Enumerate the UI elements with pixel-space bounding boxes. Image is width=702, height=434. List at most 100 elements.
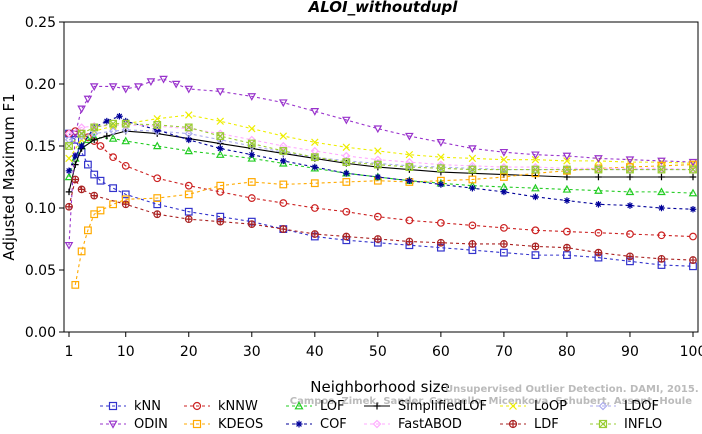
data-point-odin	[562, 152, 572, 161]
series-line-ldof	[68, 129, 693, 171]
data-point-kdeos	[184, 190, 193, 199]
series-line-knn	[68, 133, 694, 267]
series-ldf	[65, 175, 697, 264]
data-point-kdeos	[71, 280, 80, 289]
legend-item-loop: LoOP	[500, 399, 567, 414]
data-point-lof	[108, 134, 118, 142]
data-point-cof	[65, 167, 73, 175]
data-point-kdeos	[84, 226, 92, 235]
data-point-inflo	[689, 165, 697, 174]
data-point-knn	[109, 184, 118, 193]
data-point-inflo	[247, 139, 256, 148]
data-point-fastabod	[64, 129, 74, 138]
data-point-ldf-cross	[563, 244, 571, 251]
data-point-knnw	[109, 153, 118, 162]
data-point-knnw	[657, 231, 666, 240]
legend-label-odin: ODIN	[134, 417, 168, 432]
data-point-loop	[153, 114, 161, 123]
data-point-inflo-cross	[185, 123, 193, 132]
data-point-knnw	[153, 174, 162, 183]
data-point-inflo-cross	[77, 129, 86, 138]
data-point-odin	[83, 95, 93, 104]
chart-title: ALOI_withoutdupl	[308, 0, 459, 16]
x-tick-label: 40	[306, 344, 324, 360]
data-point-knnw	[468, 221, 477, 230]
data-point-loop	[405, 150, 414, 159]
x-tick-label: 80	[558, 344, 576, 360]
x-tick-label: 10	[117, 344, 135, 360]
data-point-odin	[247, 93, 257, 101]
data-point-simplifiedlof	[689, 173, 697, 181]
data-point-inflo-cross	[248, 139, 256, 148]
y-tick-label: 0.05	[25, 263, 56, 279]
legend-label-inflo: INFLO	[624, 417, 662, 432]
data-point-ldf-cross	[374, 235, 382, 243]
data-point-cof	[280, 157, 287, 165]
data-point-lof	[531, 183, 540, 192]
data-point-inflo-cross	[500, 165, 508, 174]
legend-marker-simplifiedlof	[373, 402, 381, 410]
data-point-inflo-cross	[311, 153, 319, 161]
data-point-kdeos	[247, 178, 256, 186]
legend-item-kdeos: KDEOS	[184, 417, 263, 432]
data-point-fastabod	[405, 157, 414, 167]
data-point-loop	[437, 153, 445, 161]
data-point-kdeos	[109, 200, 118, 209]
watermark-line-2: Campos, Zimek, Sander, Campello, Micenko…	[290, 396, 692, 407]
series-line-simplifiedlof	[68, 130, 693, 193]
watermark-line-1: Unsupervised Outlier Detection. DAMI, 20…	[445, 384, 699, 395]
data-point-kdeos	[310, 179, 319, 188]
data-point-odin	[121, 85, 131, 94]
data-point-ldf-cross	[437, 239, 445, 247]
data-point-knn	[121, 190, 130, 199]
data-point-cof	[563, 197, 571, 204]
data-point-inflo	[65, 142, 73, 150]
data-point-odin	[278, 99, 288, 108]
data-point-lof	[562, 184, 572, 193]
data-point-loop	[65, 154, 73, 163]
data-point-odin	[373, 125, 383, 134]
data-point-odin	[657, 157, 666, 166]
data-point-ldf-cross	[216, 218, 224, 225]
legend-label-loop: LoOP	[534, 399, 567, 414]
data-point-knnw	[531, 226, 540, 235]
data-point-ldf-cross	[595, 249, 602, 256]
data-point-inflo-cross	[122, 119, 130, 128]
data-point-knnw	[247, 194, 256, 202]
data-point-loop	[311, 138, 319, 147]
data-point-ldf-cross	[626, 253, 634, 260]
data-point-inflo	[373, 160, 382, 169]
data-point-lof	[152, 141, 162, 150]
data-point-lof	[247, 153, 257, 162]
data-point-loop	[468, 154, 477, 163]
data-point-odin	[436, 139, 446, 147]
y-tick-label: 0.00	[25, 325, 56, 341]
data-point-odin	[531, 151, 540, 160]
data-point-ldf-cross	[469, 240, 476, 248]
data-point-knnw	[279, 199, 288, 207]
data-point-cof	[374, 173, 382, 181]
legend-item-fastabod: FastABOD	[364, 417, 462, 432]
data-point-knnw	[594, 228, 603, 237]
data-point-simplifiedlof	[103, 132, 111, 140]
data-point-knnw	[342, 207, 351, 216]
x-tick-label: 90	[621, 344, 639, 360]
series-line-knnw	[68, 130, 694, 238]
data-point-inflo	[563, 165, 571, 174]
data-point-knnw	[121, 161, 130, 170]
data-point-cof	[626, 202, 634, 209]
data-point-knn	[90, 170, 99, 179]
y-tick-label: 0.25	[25, 15, 56, 31]
series-line-odin	[68, 78, 694, 246]
legend-item-odin: ODIN	[100, 417, 168, 432]
data-point-knnw	[405, 216, 414, 225]
data-point-ldf-cross	[65, 203, 73, 211]
data-point-inflo	[184, 123, 193, 132]
series-odin	[64, 75, 698, 250]
data-point-odin	[159, 75, 168, 84]
data-point-inflo-cross	[437, 164, 445, 173]
legend-item-inflo: INFLO	[590, 417, 662, 432]
legend-marker-knnw	[192, 401, 202, 411]
series-line-kdeos	[74, 164, 694, 285]
